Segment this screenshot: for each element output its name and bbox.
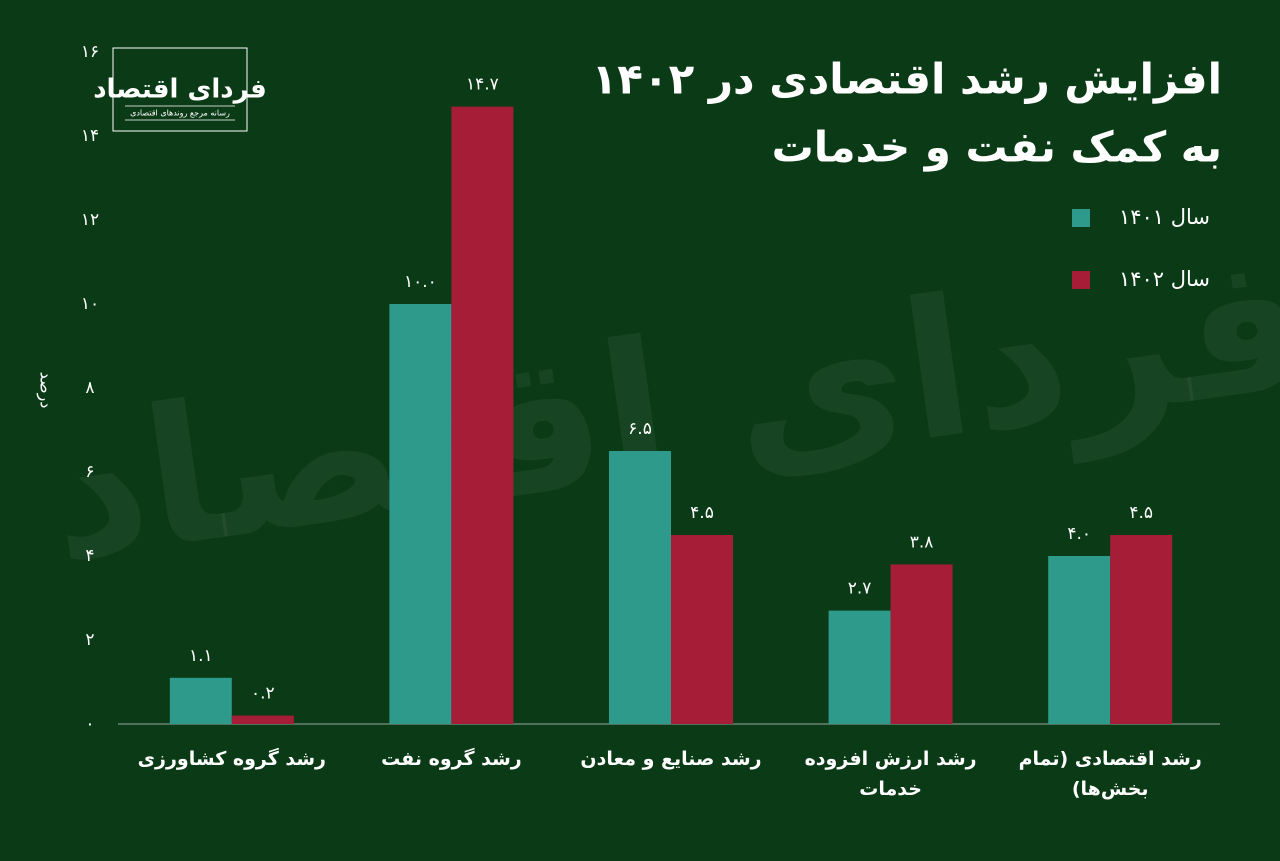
bar	[828, 610, 891, 724]
bar	[890, 564, 953, 724]
x-tick-label: رشد ارزش افزوده خدمات	[804, 748, 977, 800]
y-tick-label: ۲	[85, 630, 94, 650]
value-label: ۶.۵	[628, 419, 652, 439]
y-tick-label: ۰	[85, 714, 94, 734]
value-label: ۴.۰	[1067, 524, 1091, 544]
value-label: ۴.۵	[1129, 503, 1153, 523]
logo-box	[112, 47, 248, 132]
y-tick-label: ۶	[85, 462, 94, 482]
value-label: ۴.۵	[690, 503, 714, 523]
legend-label: سال ۱۴۰۱	[1119, 205, 1210, 229]
chart-title: افزایش رشد اقتصادی در ۱۴۰۲	[592, 55, 1222, 105]
bar	[231, 715, 294, 724]
value-label: ۲.۷	[848, 579, 872, 599]
chart-title: به کمک نفت و خدمات	[772, 123, 1222, 173]
y-tick-label: ۱۶	[81, 42, 99, 62]
y-tick-label: ۱۲	[81, 210, 99, 230]
legend-swatch	[1072, 209, 1090, 227]
x-tick-label: رشد گروه کشاورزی	[137, 748, 326, 770]
y-tick-label: ۱۰	[81, 294, 99, 314]
legend-swatch	[1072, 271, 1090, 289]
value-label: ۱۰.۰	[404, 272, 437, 292]
bar	[389, 304, 452, 724]
x-tick-label: رشد اقتصادی (تمام بخش‌ها)	[1018, 748, 1202, 800]
y-tick-label: ۱۴	[81, 126, 99, 146]
logo-name: فردای اقتصاد	[93, 75, 267, 105]
value-label: ۳.۸	[910, 532, 934, 552]
bar	[1048, 556, 1111, 724]
bar	[671, 535, 733, 724]
value-label: ۰.۲	[251, 684, 275, 704]
x-tick-label: رشد صنایع و معادن	[580, 748, 762, 770]
y-tick-label: ۴	[85, 546, 94, 566]
bar	[451, 106, 514, 725]
logo-tagline: رسانه مرجع روندهای اقتصادی	[130, 109, 230, 118]
legend-label: سال ۱۴۰۲	[1119, 267, 1210, 291]
bar	[169, 677, 232, 724]
value-label: ۱.۱	[189, 646, 213, 666]
bar	[1110, 535, 1173, 724]
x-tick-label: رشد گروه نفت	[381, 748, 522, 770]
y-tick-label: ۸	[85, 378, 94, 398]
y-axis-label: درصد	[36, 372, 56, 409]
value-label: ۱۴.۷	[466, 75, 499, 95]
bar	[609, 451, 671, 724]
